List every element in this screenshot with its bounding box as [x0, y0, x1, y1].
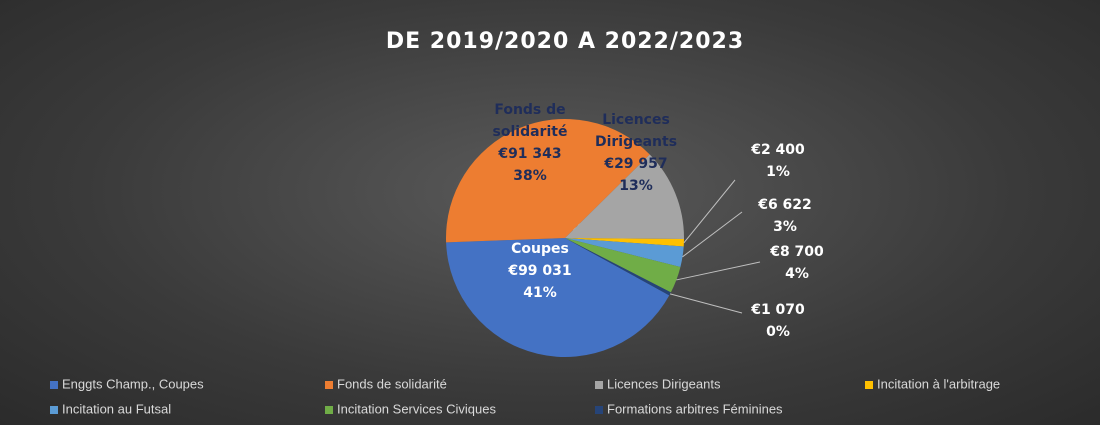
leader-line: [682, 211, 743, 258]
chart-title: DE 2019/2020 A 2022/2023: [386, 29, 744, 54]
pie-slice: [565, 238, 684, 267]
data-label-value: €99 031: [508, 263, 572, 279]
data-label: €6 622 3%: [740, 194, 830, 238]
pie-slice: [565, 238, 681, 293]
data-label-percent: 4%: [785, 266, 809, 282]
data-label-value: €91 343: [498, 146, 562, 162]
data-label-value: €29 957: [604, 156, 668, 172]
legend-swatch: [325, 406, 333, 414]
legend-swatch: [595, 381, 603, 389]
data-label-value: €6 622: [758, 197, 812, 213]
data-label-value: €8 700: [770, 244, 824, 260]
pie-slice: [565, 238, 684, 247]
data-label: Licences Dirigeants €29 957 13%: [576, 109, 696, 197]
pie-slice: [446, 238, 670, 358]
data-label-box: Fonds de solidarité €91 343 38%: [465, 99, 595, 187]
legend-label: Formations arbitres Féminines: [607, 401, 783, 416]
data-label: €8 700 4%: [752, 241, 842, 285]
legend-label: Incitation à l'arbitrage: [877, 376, 1000, 391]
legend-swatch: [595, 406, 603, 414]
data-label-box: €6 622 3%: [740, 194, 830, 238]
leader-line: [683, 179, 736, 244]
data-label-value: €2 400: [751, 142, 805, 158]
data-label-box: €1 070 0%: [733, 299, 823, 343]
legend-label: Incitation Services Civiques: [337, 401, 496, 416]
data-label-box: €2 400 1%: [733, 139, 823, 183]
data-label-percent: 38%: [513, 168, 547, 184]
data-label: €1 070 0%: [733, 299, 823, 343]
data-label-value: €1 070: [751, 302, 805, 318]
pie-slice: [565, 154, 684, 240]
leader-line: [669, 293, 743, 314]
legend-label: Enggts Champ., Coupes: [62, 376, 204, 391]
legend-label: Incitation au Futsal: [62, 401, 171, 416]
data-label-category: Licences Dirigeants: [594, 112, 678, 150]
data-label-percent: 3%: [773, 219, 797, 235]
data-label-percent: 0%: [766, 324, 790, 340]
legend-label: Licences Dirigeants: [607, 376, 721, 391]
legend-label: Fonds de solidarité: [337, 376, 447, 391]
leader-line: [676, 261, 761, 281]
data-label-category: Fonds de solidarité: [492, 102, 568, 140]
data-label: €2 400 1%: [733, 139, 823, 183]
legend-swatch: [325, 381, 333, 389]
data-label-box: €8 700 4%: [752, 241, 842, 285]
legend-swatch: [865, 381, 873, 389]
data-label-box: Licences Dirigeants €29 957 13%: [576, 109, 696, 197]
data-label-percent: 1%: [766, 164, 790, 180]
data-label-percent: 41%: [523, 285, 557, 301]
data-label-percent: 13%: [619, 178, 653, 194]
data-label: Fonds de solidarité €91 343 38%: [465, 99, 595, 187]
pie-slice: [446, 119, 650, 243]
pie-slice: [565, 238, 671, 296]
legend-swatch: [50, 406, 58, 414]
legend-swatch: [50, 381, 58, 389]
